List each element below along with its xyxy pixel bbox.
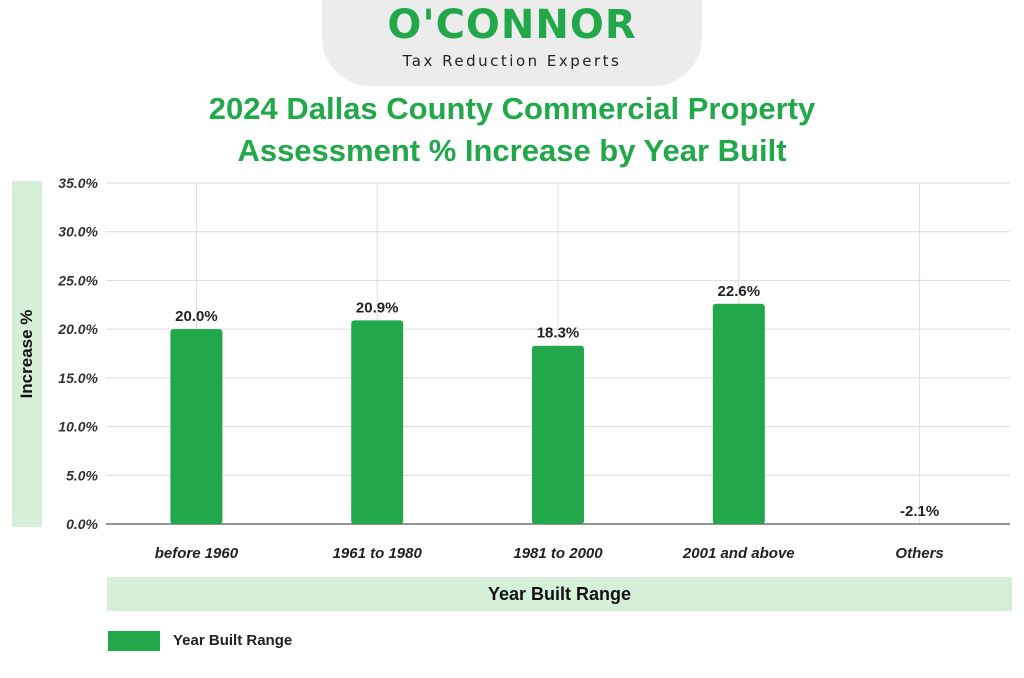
data-label: 18.3% <box>537 325 580 342</box>
logo-tab: O'CONNOR Tax Reduction Experts <box>322 0 702 86</box>
y-tick-label: 30.0% <box>58 224 98 240</box>
bar <box>532 345 584 524</box>
x-tick-label: 2001 and above <box>682 545 795 562</box>
x-tick-label: 1961 to 1980 <box>333 545 423 562</box>
y-tick-label: 25.0% <box>57 272 98 288</box>
legend-label: Year Built Range <box>173 632 293 649</box>
bar-layer <box>170 303 765 524</box>
chart-title-line-1: 2024 Dallas County Commercial Property <box>208 91 816 126</box>
x-tick-label: Others <box>895 545 943 562</box>
bar <box>170 329 223 524</box>
y-tick-label: 5.0% <box>66 467 98 483</box>
data-label: 22.6% <box>718 283 761 300</box>
y-tick-label: 0.0% <box>66 516 98 532</box>
y-tick-label: 35.0% <box>58 175 98 191</box>
y-tick-label: 20.0% <box>57 321 98 337</box>
bar <box>712 303 765 524</box>
chart-title: 2024 Dallas County Commercial Property A… <box>112 88 912 172</box>
bar <box>351 320 404 524</box>
label-layer: 0.0% 5.0% 10.0% 15.0% 20.0% 25.0% 30.0% 35.0% 20… <box>57 175 943 562</box>
legend-swatch <box>108 631 160 651</box>
data-label: -2.1% <box>900 503 939 520</box>
y-tick-label: 15.0% <box>58 370 98 386</box>
brand-tagline: Tax Reduction Experts <box>402 52 622 70</box>
y-tick-label: 10.0% <box>58 419 98 435</box>
chart-title-line-2: Assessment % Increase by Year Built <box>237 133 787 168</box>
y-axis-label-band <box>12 181 42 527</box>
x-tick-label: 1981 to 2000 <box>513 545 603 562</box>
x-axis-label: Year Built Range <box>107 577 1012 611</box>
data-label: 20.9% <box>356 299 399 316</box>
data-label: 20.0% <box>175 308 218 325</box>
brand-logo: O'CONNOR <box>387 2 637 48</box>
x-tick-label: before 1960 <box>155 545 239 562</box>
